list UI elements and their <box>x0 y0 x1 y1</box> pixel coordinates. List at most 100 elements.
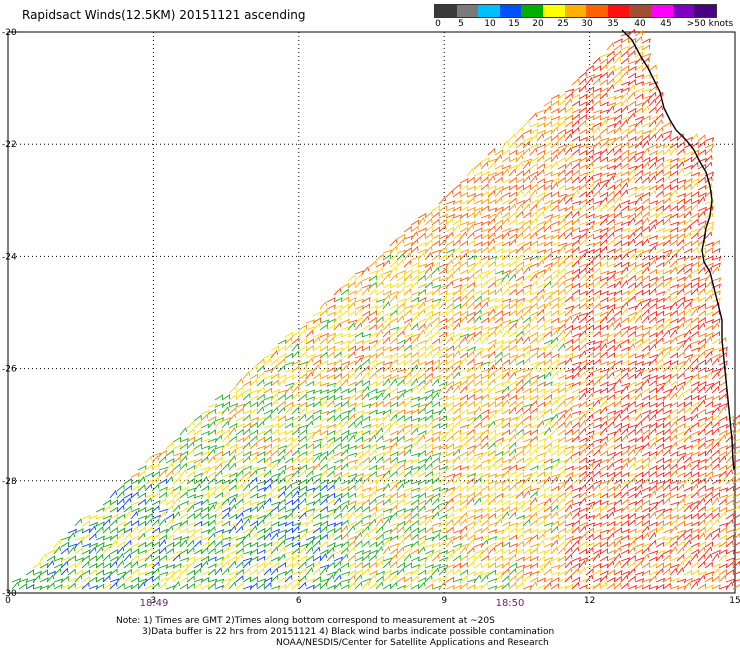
wind-barb <box>690 133 699 142</box>
wind-barb <box>291 581 300 590</box>
wind-barb <box>466 497 475 506</box>
wind-barb <box>396 238 405 247</box>
wind-barb <box>424 329 433 338</box>
wind-barb <box>235 575 244 583</box>
wind-barb <box>669 441 678 450</box>
wind-barb <box>711 427 720 436</box>
wind-barb <box>676 301 685 310</box>
wind-barb <box>669 336 678 345</box>
wind-barb <box>683 521 693 527</box>
wind-barb <box>186 546 195 555</box>
wind-barb <box>529 497 538 506</box>
wind-barb <box>396 258 405 268</box>
wind-barb <box>536 149 546 156</box>
wind-barb <box>543 568 552 576</box>
wind-barb <box>648 575 657 583</box>
wind-barb <box>249 555 259 562</box>
wind-barb <box>123 568 132 576</box>
wind-barb <box>487 199 497 205</box>
wind-barb <box>459 430 469 436</box>
wind-barb <box>389 387 399 394</box>
wind-barb <box>508 406 517 415</box>
wind-barb <box>557 429 566 436</box>
wind-barb <box>347 561 356 569</box>
wind-barb <box>683 504 692 513</box>
wind-barb <box>641 234 651 240</box>
wind-barb <box>613 535 623 541</box>
wind-barb <box>620 296 630 303</box>
wind-barb <box>592 569 601 576</box>
wind-barb <box>613 400 622 408</box>
wind-barb <box>585 324 595 331</box>
wind-barb <box>172 469 181 478</box>
wind-barb <box>655 422 665 429</box>
wind-barb <box>515 556 525 562</box>
wind-barb <box>557 360 567 366</box>
wind-barb <box>606 42 615 51</box>
wind-barb <box>690 401 700 408</box>
wind-barb <box>683 476 692 485</box>
wind-barb <box>515 297 525 303</box>
wind-barb <box>655 133 664 142</box>
wind-barb <box>718 405 727 415</box>
wind-barb <box>305 546 314 555</box>
wind-barb <box>277 339 287 345</box>
wind-barb <box>214 434 223 443</box>
wind-barb <box>515 574 524 583</box>
wind-barb <box>382 449 391 457</box>
wind-barb <box>557 329 566 338</box>
x-tick-label: 0 <box>5 596 11 606</box>
wind-barb <box>711 414 720 422</box>
wind-barb <box>522 429 532 436</box>
wind-barb <box>578 483 587 492</box>
wind-barb <box>452 337 461 345</box>
wind-barb <box>592 534 601 541</box>
wind-barb <box>193 507 203 513</box>
wind-barb <box>697 247 707 254</box>
wind-barb <box>501 525 510 534</box>
wind-barb <box>508 211 517 219</box>
wind-barb <box>529 562 539 569</box>
wind-barb <box>242 499 252 506</box>
wind-barb <box>543 129 553 135</box>
wind-barb <box>221 434 230 443</box>
wind-barb <box>333 309 342 317</box>
wind-barb <box>116 497 125 506</box>
wind-barb <box>466 387 476 394</box>
wind-barb <box>361 505 370 513</box>
wind-barb <box>291 385 300 394</box>
wind-barb <box>585 197 594 205</box>
wind-barb <box>662 217 671 226</box>
wind-barb <box>592 528 602 534</box>
wind-barb <box>718 540 727 548</box>
wind-barb <box>207 563 217 569</box>
wind-barb <box>473 414 482 422</box>
wind-barb <box>704 442 713 450</box>
wind-barb <box>620 434 629 443</box>
wind-barb <box>690 276 700 282</box>
wind-barb <box>620 307 629 317</box>
wind-barb <box>487 189 496 198</box>
wind-barb <box>711 512 720 520</box>
wind-barb <box>515 141 524 149</box>
wind-barb <box>536 463 545 471</box>
wind-barb <box>515 253 524 261</box>
wind-barb <box>571 218 580 226</box>
wind-barb <box>452 224 461 233</box>
wind-barb <box>263 508 274 514</box>
wind-barb <box>578 119 587 128</box>
wind-barb <box>732 527 740 534</box>
wind-barb <box>270 505 279 513</box>
wind-barb <box>669 450 679 457</box>
wind-barb <box>291 485 301 492</box>
wind-barb <box>480 233 490 240</box>
wind-barb <box>571 472 581 478</box>
wind-barb <box>536 563 546 569</box>
wind-barb <box>494 224 503 233</box>
wind-barb <box>347 322 356 331</box>
wind-barb <box>543 493 553 499</box>
wind-barb <box>522 274 531 282</box>
wind-barb <box>403 247 412 254</box>
wind-barb <box>536 241 546 247</box>
wind-barb <box>494 513 504 520</box>
